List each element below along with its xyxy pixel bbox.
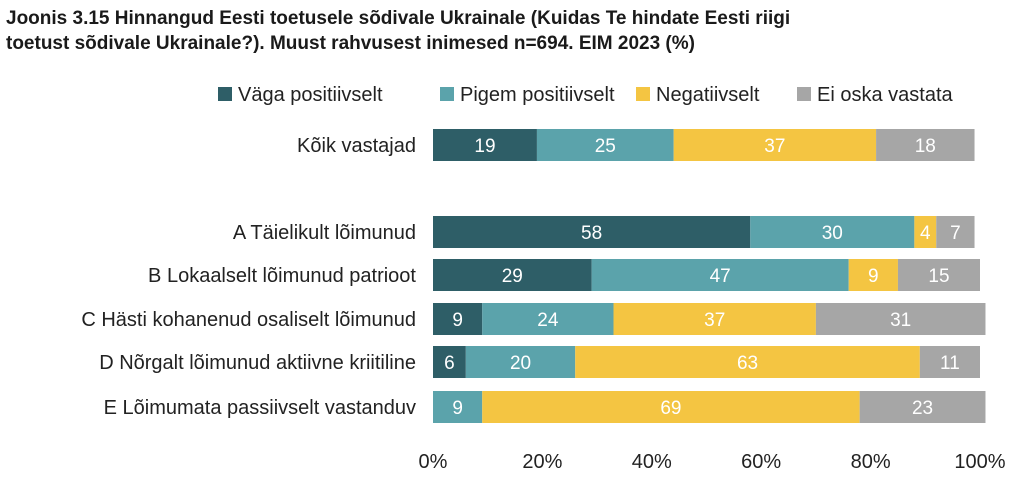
data-label-r4-s4: 31 <box>890 310 911 331</box>
data-label-r5-s4: 11 <box>940 353 960 374</box>
bar-segment-r1-s2 <box>536 129 674 161</box>
data-label-r4-s2: 24 <box>537 310 559 331</box>
legend-label-1: Väga positiivselt <box>238 84 383 106</box>
bar-segment-r5-s1 <box>433 346 466 378</box>
x-tick-label-1: 0% <box>419 451 448 473</box>
category-label-1: Kõik vastajad <box>297 135 416 157</box>
legend-label-2: Pigem positiivselt <box>460 84 615 106</box>
bar-segment-r4-s2 <box>482 303 614 335</box>
x-tick-label-2: 20% <box>522 451 562 473</box>
x-tick-label-3: 40% <box>632 451 672 473</box>
category-label-2: A Täielikult lõimunud <box>233 222 416 244</box>
data-label-r1-s4: 18 <box>915 136 936 157</box>
data-label-r1-s2: 25 <box>595 136 616 157</box>
bar-segment-r2-s3 <box>914 216 937 248</box>
bar-segment-r4-s4 <box>815 303 986 335</box>
bar-segment-r3-s1 <box>433 259 592 291</box>
bar-segment-r6-s4 <box>859 391 986 423</box>
legend-label-4: Ei oska vastata <box>817 84 954 106</box>
data-label-r6-s2: 9 <box>452 398 463 419</box>
bar-segment-r4-s1 <box>433 303 483 335</box>
data-label-r3-s1: 29 <box>502 266 523 287</box>
bar-segment-r6-s2 <box>433 391 483 423</box>
category-label-5: D Nõrgalt lõimunud aktiivne kriitiline <box>99 352 416 374</box>
x-tick-label-5: 80% <box>851 451 891 473</box>
data-label-r2-s1: 58 <box>581 223 602 244</box>
bar-segment-r1-s4 <box>876 129 975 161</box>
bar-segment-r5-s4 <box>919 346 980 378</box>
bar-segment-r1-s1 <box>433 129 537 161</box>
category-axis: Kõik vastajad A Täielikult lõimunud B Loka… <box>81 135 416 419</box>
data-label-r2-s2: 30 <box>822 223 843 244</box>
category-label-3: B Lokaalselt lõimunud patrioot <box>148 265 416 287</box>
legend-swatch-1 <box>218 87 232 101</box>
bar-segment-r4-s3 <box>613 303 816 335</box>
bar-segment-r5-s2 <box>465 346 576 378</box>
data-label-r5-s3: 63 <box>737 353 758 374</box>
category-label-6: E Lõimumata passiivselt vastanduv <box>104 397 416 419</box>
x-tick-label-6: 100% <box>954 451 1005 473</box>
data-label-r3-s2: 47 <box>710 266 731 287</box>
data-label-r1-s3: 37 <box>764 136 785 157</box>
chart-title-line-1: Joonis 3.15 Hinnangud Eesti toetusele sõ… <box>6 8 791 29</box>
category-label-4: C Hästi kohanenud osaliselt lõimunud <box>81 309 416 331</box>
data-label-r4-s1: 9 <box>452 310 463 331</box>
data-label-r2-s3: 4 <box>920 223 931 244</box>
legend: Väga positiivselt Pigem positiivselt Negat… <box>218 84 954 106</box>
bar-segment-r3-s4 <box>897 259 980 291</box>
x-tick-label-4: 60% <box>741 451 781 473</box>
data-label-r4-s3: 37 <box>704 310 725 331</box>
data-label-r1-s1: 19 <box>474 136 495 157</box>
chart-title-line-2: toetust sõdivale Ukrainale?). Muust rahv… <box>6 33 695 54</box>
bar-segment-r3-s2 <box>591 259 849 291</box>
data-label-r6-s4: 23 <box>912 398 933 419</box>
legend-swatch-4 <box>797 87 811 101</box>
bar-segment-r2-s2 <box>750 216 915 248</box>
legend-swatch-2 <box>440 87 454 101</box>
bar-segment-r6-s3 <box>482 391 860 423</box>
bar-segment-r5-s3 <box>575 346 920 378</box>
data-label-r3-s4: 15 <box>928 266 949 287</box>
data-label-r5-s2: 20 <box>510 353 531 374</box>
legend-swatch-3 <box>636 87 650 101</box>
bar-segment-r3-s3 <box>848 259 898 291</box>
chart-title: Joonis 3.15 Hinnangud Eesti toetusele sõ… <box>6 6 1006 56</box>
data-label-r2-s4: 7 <box>950 223 961 244</box>
bar-segment-r2-s4 <box>936 216 975 248</box>
data-label-r6-s3: 69 <box>660 398 681 419</box>
plot-area: 19 25 37 18 58 30 4 7 29 47 9 15 9 24 37 31 6 20 63 11 9 69 23 <box>433 129 986 423</box>
value-axis: 0% 20% 40% 60% 80% 100% <box>419 451 1006 473</box>
bar-segment-r1-s3 <box>673 129 877 161</box>
data-label-r3-s3: 9 <box>868 266 879 287</box>
data-label-r5-s1: 6 <box>444 353 455 374</box>
bar-segment-r2-s1 <box>433 216 751 248</box>
legend-label-3: Negatiivselt <box>656 84 760 106</box>
